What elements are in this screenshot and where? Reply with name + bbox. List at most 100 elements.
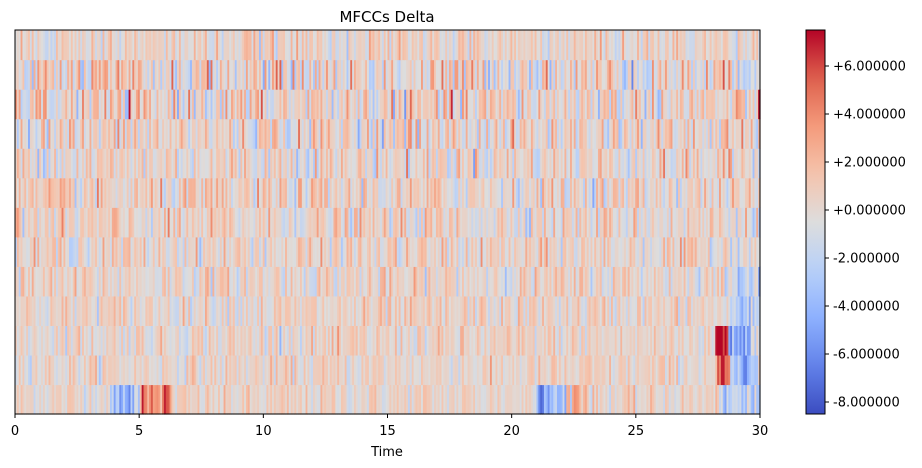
heatmap-cell bbox=[229, 266, 232, 297]
heatmap-cell bbox=[497, 207, 500, 238]
heatmap-cell bbox=[417, 354, 420, 386]
heatmap-cell bbox=[83, 266, 87, 297]
heatmap-cell bbox=[476, 89, 480, 120]
heatmap-cell bbox=[42, 59, 46, 90]
heatmap-cell bbox=[437, 266, 441, 297]
heatmap-cell bbox=[104, 325, 107, 356]
heatmap-cell bbox=[186, 148, 189, 179]
heatmap-cell bbox=[387, 59, 390, 90]
heatmap-cell bbox=[301, 354, 305, 386]
heatmap-cell bbox=[625, 384, 629, 415]
heatmap-cell bbox=[506, 118, 510, 149]
heatmap-cell bbox=[164, 177, 167, 208]
heatmap-cell bbox=[162, 148, 165, 179]
heatmap-cell bbox=[730, 177, 733, 208]
heatmap-cell bbox=[359, 354, 363, 386]
heatmap-cell bbox=[631, 295, 634, 326]
heatmap-cell bbox=[648, 59, 651, 90]
heatmap-cell bbox=[391, 354, 394, 386]
heatmap-cell bbox=[134, 118, 137, 149]
heatmap-cell bbox=[685, 89, 688, 120]
heatmap-cell bbox=[426, 177, 430, 208]
heatmap-cell bbox=[687, 354, 690, 386]
heatmap-cell bbox=[240, 325, 243, 356]
heatmap-cell bbox=[177, 384, 180, 415]
heatmap-cell bbox=[353, 207, 357, 238]
heatmap-cell bbox=[41, 148, 44, 179]
heatmap-cell bbox=[568, 148, 571, 179]
heatmap-cell bbox=[517, 177, 521, 208]
heatmap-cell bbox=[607, 148, 610, 179]
heatmap-cell bbox=[59, 89, 63, 120]
heatmap-cell bbox=[178, 236, 182, 267]
heatmap-cell bbox=[519, 266, 523, 297]
heatmap-cell bbox=[691, 148, 694, 179]
heatmap-cell bbox=[277, 236, 281, 267]
heatmap-cell bbox=[592, 207, 595, 238]
heatmap-cell bbox=[264, 325, 268, 356]
heatmap-cell bbox=[363, 207, 366, 238]
heatmap-cell bbox=[681, 148, 685, 179]
heatmap-cell bbox=[156, 30, 160, 61]
heatmap-cell bbox=[182, 148, 186, 179]
heatmap-cell bbox=[683, 325, 687, 356]
heatmap-cell bbox=[411, 384, 415, 415]
heatmap-cell bbox=[730, 295, 733, 326]
heatmap-cell bbox=[63, 177, 66, 208]
heatmap-cell bbox=[417, 325, 420, 356]
heatmap-cell bbox=[33, 30, 37, 61]
heatmap-cell bbox=[206, 354, 210, 386]
heatmap-cell bbox=[746, 89, 750, 120]
heatmap-cell bbox=[720, 177, 724, 208]
heatmap-cell bbox=[622, 354, 625, 386]
heatmap-cell bbox=[54, 148, 57, 179]
heatmap-cell bbox=[668, 325, 672, 356]
heatmap-cell bbox=[225, 59, 228, 90]
heatmap-cell bbox=[132, 177, 135, 208]
heatmap-cell bbox=[737, 177, 741, 208]
heatmap-cell bbox=[169, 148, 173, 179]
heatmap-cell bbox=[162, 177, 165, 208]
heatmap-cell bbox=[413, 236, 417, 267]
heatmap-cell bbox=[448, 89, 452, 120]
heatmap-cell bbox=[378, 266, 381, 297]
heatmap-cell bbox=[93, 384, 96, 415]
heatmap-cell bbox=[482, 236, 485, 267]
heatmap-cell bbox=[383, 59, 387, 90]
heatmap-cell bbox=[475, 89, 478, 120]
heatmap-cell bbox=[705, 325, 709, 356]
heatmap-cell bbox=[646, 384, 649, 415]
heatmap-cell bbox=[637, 354, 640, 386]
heatmap-cell bbox=[57, 148, 61, 179]
heatmap-cell bbox=[15, 148, 18, 179]
heatmap-cell bbox=[735, 118, 739, 149]
heatmap-cell bbox=[124, 177, 128, 208]
heatmap-cell bbox=[748, 325, 752, 356]
heatmap-cell bbox=[141, 177, 145, 208]
heatmap-cell bbox=[353, 148, 357, 179]
heatmap-cell bbox=[124, 118, 128, 149]
heatmap-cell bbox=[676, 89, 679, 120]
heatmap-cell bbox=[389, 354, 392, 386]
heatmap-cell bbox=[618, 89, 621, 120]
heatmap-cell bbox=[208, 236, 212, 267]
heatmap-cell bbox=[113, 384, 117, 415]
heatmap-cell bbox=[640, 207, 644, 238]
heatmap-cell bbox=[603, 295, 607, 326]
heatmap-cell bbox=[117, 148, 120, 179]
heatmap-cell bbox=[558, 236, 562, 267]
heatmap-cell bbox=[700, 295, 703, 326]
heatmap-cell bbox=[16, 59, 20, 90]
heatmap-cell bbox=[301, 384, 305, 415]
heatmap-cell bbox=[132, 207, 135, 238]
heatmap-cell bbox=[225, 325, 228, 356]
heatmap-cell bbox=[514, 236, 517, 267]
heatmap-cell bbox=[197, 266, 200, 297]
heatmap-cell bbox=[570, 266, 573, 297]
heatmap-cell bbox=[579, 118, 582, 149]
heatmap-cell bbox=[683, 89, 687, 120]
heatmap-cell bbox=[249, 148, 253, 179]
heatmap-cell bbox=[489, 148, 493, 179]
heatmap-cell bbox=[275, 266, 279, 297]
heatmap-cell bbox=[482, 325, 485, 356]
